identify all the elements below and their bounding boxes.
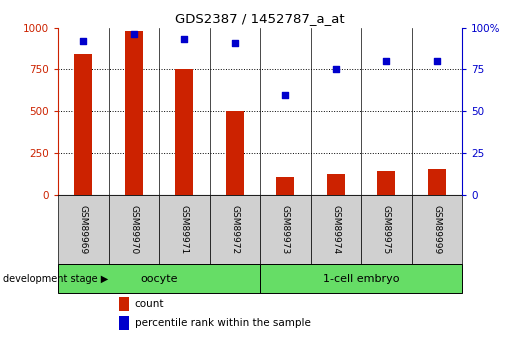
Text: count: count <box>135 299 164 309</box>
Text: GSM89999: GSM89999 <box>432 205 441 254</box>
Text: GSM89971: GSM89971 <box>180 205 189 254</box>
Bar <box>327 174 345 195</box>
Bar <box>412 195 462 264</box>
Bar <box>361 195 412 264</box>
Text: GSM89970: GSM89970 <box>129 205 138 254</box>
Point <box>130 31 138 37</box>
Bar <box>58 195 109 264</box>
Point <box>231 40 239 46</box>
Bar <box>75 55 92 195</box>
Text: percentile rank within the sample: percentile rank within the sample <box>135 318 311 328</box>
Bar <box>58 264 260 293</box>
Bar <box>159 195 210 264</box>
Text: oocyte: oocyte <box>140 274 178 284</box>
Bar <box>119 316 129 330</box>
Bar <box>176 69 193 195</box>
Point <box>433 58 441 64</box>
Text: GSM89973: GSM89973 <box>281 205 290 254</box>
Bar <box>119 297 129 310</box>
Point <box>79 38 87 44</box>
Point <box>332 67 340 72</box>
Bar <box>226 111 244 195</box>
Bar <box>428 169 446 195</box>
Point <box>180 37 188 42</box>
Bar <box>260 264 462 293</box>
Point <box>281 92 289 97</box>
Text: GSM89972: GSM89972 <box>230 205 239 254</box>
Point <box>382 58 390 64</box>
Bar <box>277 177 294 195</box>
Text: GSM89974: GSM89974 <box>331 205 340 254</box>
Bar <box>125 31 143 195</box>
Text: GSM89969: GSM89969 <box>79 205 88 254</box>
Title: GDS2387 / 1452787_a_at: GDS2387 / 1452787_a_at <box>175 12 345 25</box>
Bar <box>311 195 361 264</box>
Bar <box>378 171 395 195</box>
Text: 1-cell embryo: 1-cell embryo <box>323 274 399 284</box>
Bar <box>260 195 311 264</box>
Text: GSM89975: GSM89975 <box>382 205 391 254</box>
Bar <box>109 195 159 264</box>
Bar <box>210 195 260 264</box>
Text: development stage ▶: development stage ▶ <box>3 274 108 284</box>
